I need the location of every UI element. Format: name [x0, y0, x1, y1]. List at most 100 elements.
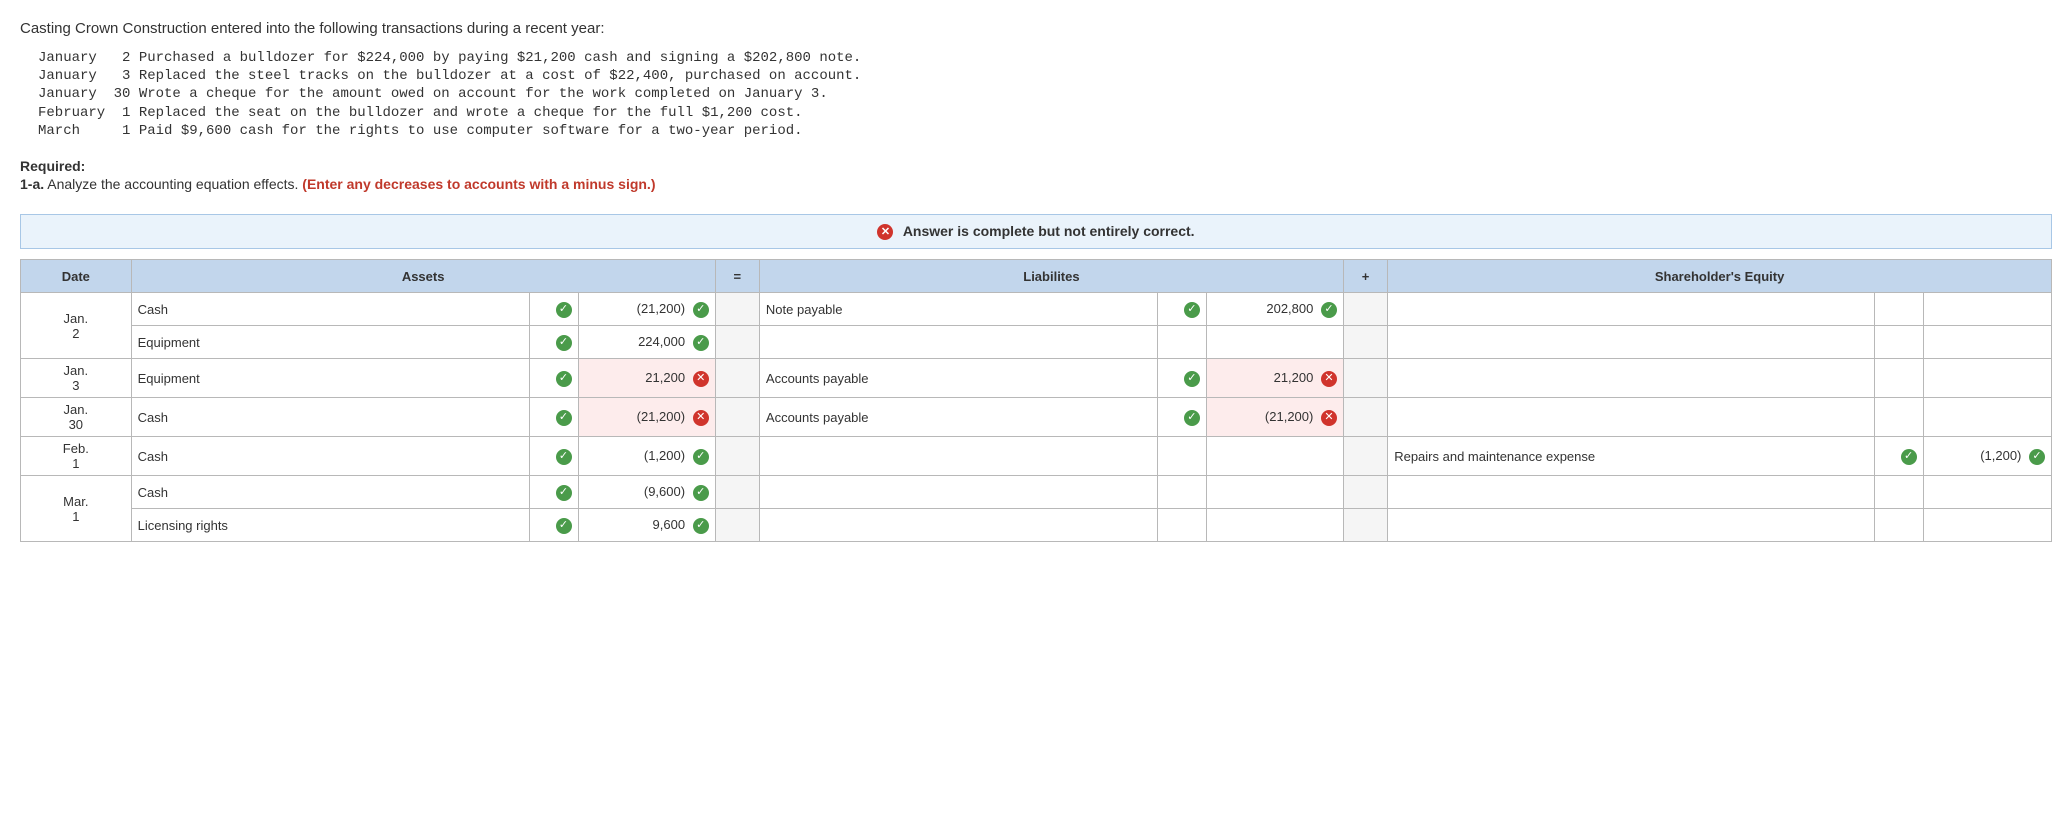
- transactions-block: January 2 Purchased a bulldozer for $224…: [38, 49, 2052, 140]
- liability-amount-cell[interactable]: 21,200 ✕: [1206, 359, 1343, 398]
- date-cell: Jan.30: [21, 398, 132, 437]
- asset-account-cell[interactable]: Equipment: [131, 326, 529, 359]
- col-plus-sign: +: [1343, 260, 1387, 293]
- intro-text: Casting Crown Construction entered into …: [20, 20, 2052, 37]
- equity-account-cell[interactable]: [1388, 398, 1875, 437]
- liability-amount-cell[interactable]: [1206, 437, 1343, 476]
- liability-account-cell[interactable]: Accounts payable: [759, 359, 1157, 398]
- date-cell: Feb.1: [21, 437, 132, 476]
- equity-amount-cell[interactable]: [1923, 509, 2051, 542]
- equity-account-status: [1874, 326, 1923, 359]
- check-icon: ✓: [693, 302, 709, 318]
- asset-amount-cell[interactable]: 9,600 ✓: [578, 509, 715, 542]
- liability-account-cell[interactable]: [759, 476, 1157, 509]
- asset-amount-cell[interactable]: (9,600) ✓: [578, 476, 715, 509]
- asset-account-status: ✓: [529, 509, 578, 542]
- equity-amount-cell[interactable]: [1923, 359, 2051, 398]
- asset-account-cell[interactable]: Cash: [131, 476, 529, 509]
- equity-account-cell[interactable]: [1388, 476, 1875, 509]
- asset-account-cell[interactable]: Equipment: [131, 359, 529, 398]
- check-icon: ✓: [556, 335, 572, 351]
- asset-account-status: ✓: [529, 293, 578, 326]
- answer-table: Date Assets = Liabilites + Shareholder's…: [20, 259, 2052, 542]
- table-row: Feb.1Cash✓(1,200) ✓Repairs and maintenan…: [21, 437, 2052, 476]
- x-icon: ✕: [1321, 410, 1337, 426]
- separator-cell: [715, 398, 759, 437]
- check-icon: ✓: [556, 518, 572, 534]
- asset-account-cell[interactable]: Cash: [131, 437, 529, 476]
- table-row: Equipment ✓ 224,000 ✓: [21, 326, 2052, 359]
- equity-account-status: [1874, 509, 1923, 542]
- liability-account-cell[interactable]: [759, 326, 1157, 359]
- table-row: Jan.30Cash ✓ (21,200) ✕ Accounts payable ✓ (2…: [21, 398, 2052, 437]
- liability-account-status: ✓: [1158, 398, 1207, 437]
- liability-account-status: ✓: [1158, 359, 1207, 398]
- check-icon: ✓: [1184, 410, 1200, 426]
- required-label: Required:: [20, 158, 85, 174]
- asset-account-cell[interactable]: Cash: [131, 293, 529, 326]
- asset-account-cell[interactable]: Cash: [131, 398, 529, 437]
- liability-account-status: [1158, 476, 1207, 509]
- asset-account-cell[interactable]: Licensing rights: [131, 509, 529, 542]
- liability-account-status: ✓: [1158, 293, 1207, 326]
- liability-account-cell[interactable]: [759, 437, 1157, 476]
- separator-cell: [1343, 437, 1387, 476]
- date-cell: Jan.2: [21, 293, 132, 359]
- check-icon: ✓: [2029, 449, 2045, 465]
- asset-account-status: ✓: [529, 359, 578, 398]
- check-icon: ✓: [1184, 371, 1200, 387]
- separator-cell: [1343, 326, 1387, 359]
- equity-amount-cell[interactable]: [1923, 293, 2051, 326]
- check-icon: ✓: [693, 449, 709, 465]
- liability-account-status: [1158, 509, 1207, 542]
- equity-account-status: [1874, 359, 1923, 398]
- equity-account-cell[interactable]: [1388, 509, 1875, 542]
- asset-amount-cell[interactable]: (21,200) ✓: [578, 293, 715, 326]
- question-instruction: (Enter any decreases to accounts with a …: [302, 176, 655, 192]
- check-icon: ✓: [556, 302, 572, 318]
- equity-account-status: [1874, 293, 1923, 326]
- liability-amount-cell[interactable]: (21,200) ✕: [1206, 398, 1343, 437]
- separator-cell: [715, 476, 759, 509]
- equity-account-cell[interactable]: Repairs and maintenance expense: [1388, 437, 1875, 476]
- equity-account-cell[interactable]: [1388, 293, 1875, 326]
- liability-amount-cell[interactable]: [1206, 476, 1343, 509]
- table-row: Licensing rights ✓ 9,600 ✓: [21, 509, 2052, 542]
- liability-amount-cell[interactable]: 202,800 ✓: [1206, 293, 1343, 326]
- check-icon: ✓: [556, 449, 572, 465]
- check-icon: ✓: [556, 410, 572, 426]
- asset-account-status: ✓: [529, 398, 578, 437]
- liability-account-cell[interactable]: [759, 509, 1157, 542]
- question-text: Analyze the accounting equation effects.: [47, 176, 302, 192]
- equity-account-cell[interactable]: [1388, 326, 1875, 359]
- date-cell: Mar.1: [21, 476, 132, 542]
- asset-amount-cell[interactable]: (1,200) ✓: [578, 437, 715, 476]
- separator-cell: [1343, 293, 1387, 326]
- asset-amount-cell[interactable]: 21,200 ✕: [578, 359, 715, 398]
- required-section: Required: 1-a. Analyze the accounting eq…: [20, 158, 2052, 192]
- asset-amount-cell[interactable]: 224,000 ✓: [578, 326, 715, 359]
- equity-account-cell[interactable]: [1388, 359, 1875, 398]
- liability-account-cell[interactable]: Accounts payable: [759, 398, 1157, 437]
- equity-amount-cell[interactable]: (1,200) ✓: [1923, 437, 2051, 476]
- x-icon: ✕: [693, 410, 709, 426]
- x-icon: ✕: [877, 224, 893, 240]
- col-eq-sign: =: [715, 260, 759, 293]
- check-icon: ✓: [556, 485, 572, 501]
- asset-amount-cell[interactable]: (21,200) ✕: [578, 398, 715, 437]
- liability-amount-cell[interactable]: [1206, 509, 1343, 542]
- equity-amount-cell[interactable]: [1923, 476, 2051, 509]
- liability-amount-cell[interactable]: [1206, 326, 1343, 359]
- equity-account-status: [1874, 398, 1923, 437]
- check-icon: ✓: [693, 485, 709, 501]
- x-icon: ✕: [693, 371, 709, 387]
- separator-cell: [715, 509, 759, 542]
- liability-account-cell[interactable]: Note payable: [759, 293, 1157, 326]
- separator-cell: [715, 437, 759, 476]
- separator-cell: [715, 293, 759, 326]
- check-icon: ✓: [1901, 449, 1917, 465]
- separator-cell: [715, 359, 759, 398]
- equity-amount-cell[interactable]: [1923, 398, 2051, 437]
- equity-amount-cell[interactable]: [1923, 326, 2051, 359]
- col-date: Date: [21, 260, 132, 293]
